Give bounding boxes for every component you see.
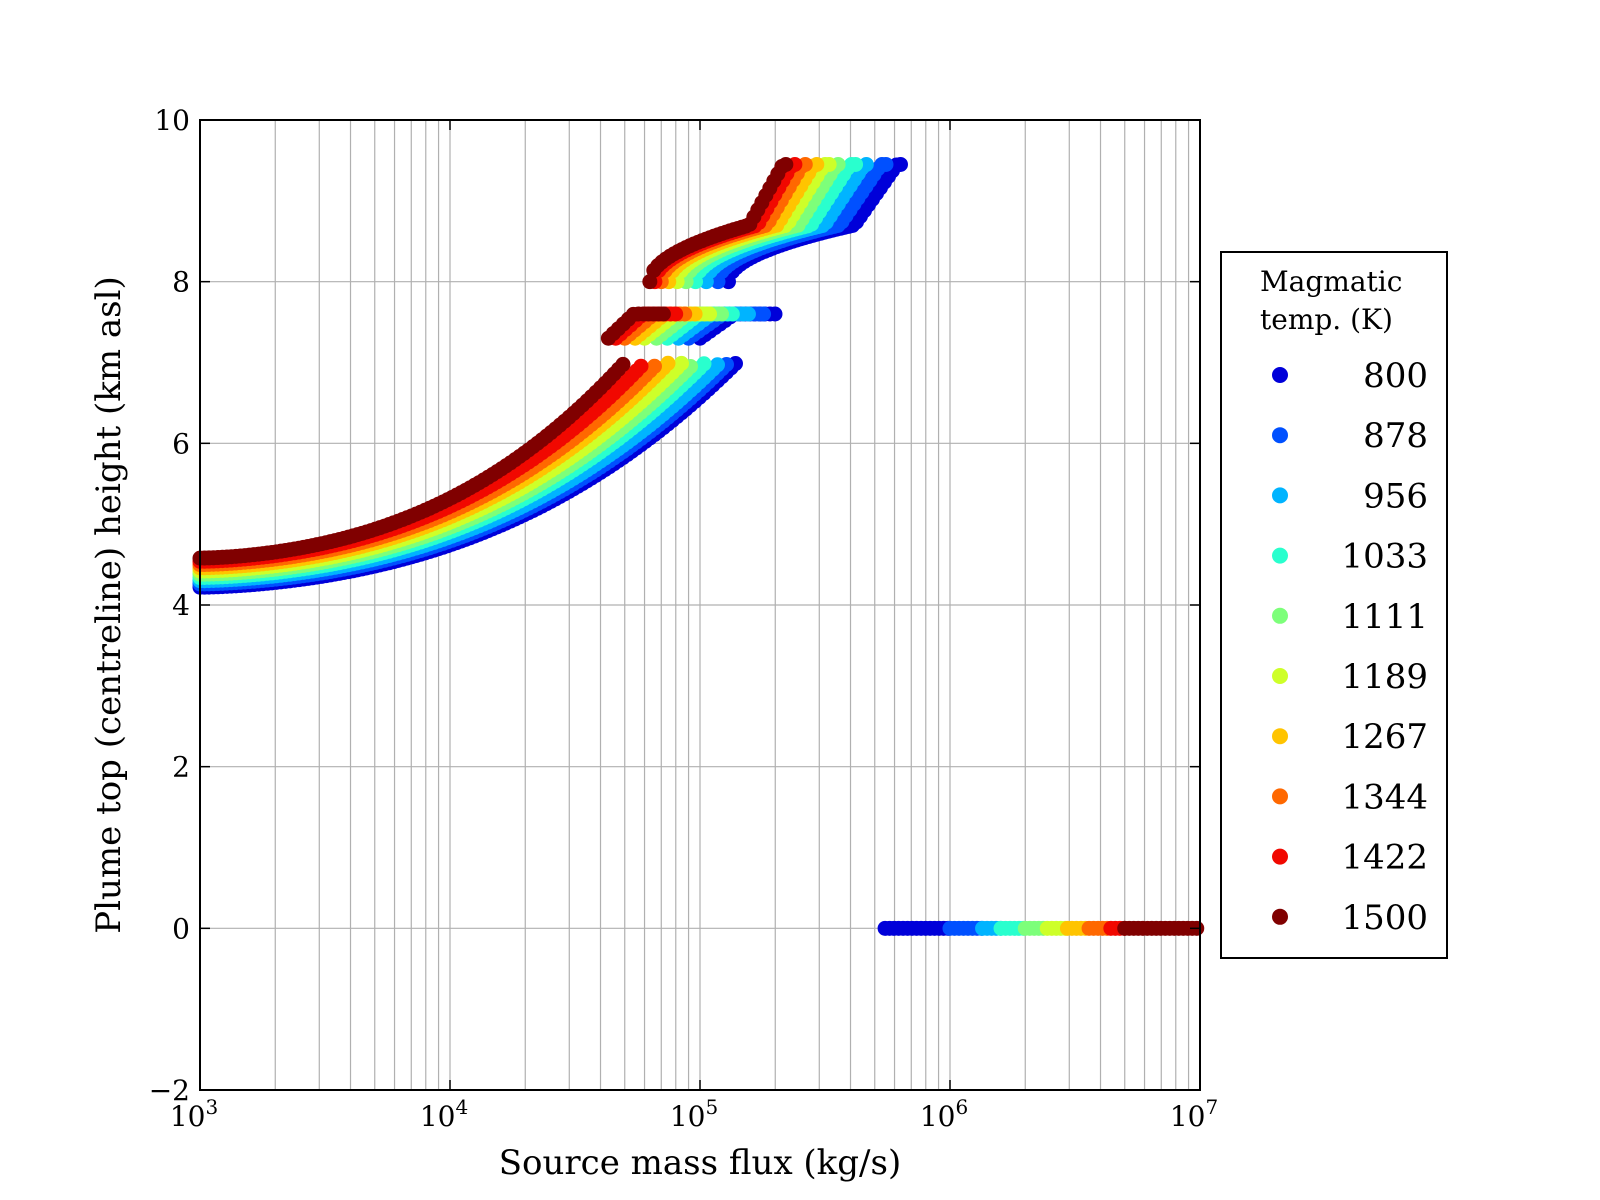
legend-label-956: 956 bbox=[1363, 476, 1428, 516]
legend: Magmatic temp. (K) 800 878 956 1033 1111 1189… bbox=[1220, 251, 1448, 959]
upper-band-point bbox=[878, 156, 894, 172]
upper-band-point bbox=[821, 156, 837, 172]
lower-band-point bbox=[696, 356, 712, 372]
lower-band-point bbox=[615, 356, 631, 372]
legend-label-1422: 1422 bbox=[1341, 838, 1428, 878]
legend-box bbox=[1220, 251, 1448, 959]
lower-band-point bbox=[633, 358, 649, 374]
data-points bbox=[192, 156, 1205, 936]
x-tick-label: 104 bbox=[420, 1095, 468, 1133]
x-tick-label: 107 bbox=[1170, 1095, 1218, 1133]
legend-label-1033: 1033 bbox=[1341, 537, 1428, 577]
y-axis-title: Plume top (centreline) height (km asl) bbox=[89, 276, 129, 934]
y-tick-label: 4 bbox=[172, 589, 190, 622]
legend-label-1267: 1267 bbox=[1341, 717, 1428, 757]
legend-label-878: 878 bbox=[1363, 416, 1428, 456]
legend-marker-800 bbox=[1272, 367, 1288, 383]
upper-band-point bbox=[642, 274, 658, 290]
lower-band-point bbox=[710, 357, 725, 373]
legend-label-1500: 1500 bbox=[1341, 898, 1428, 938]
middle-band-point bbox=[702, 306, 718, 322]
y-tick-label: 6 bbox=[172, 427, 190, 460]
y-tick-label: −2 bbox=[149, 1074, 190, 1107]
legend-marker-1422 bbox=[1272, 848, 1288, 865]
middle-band-point bbox=[740, 306, 756, 322]
upper-band-point bbox=[892, 156, 908, 172]
y-tick-label: 10 bbox=[154, 104, 190, 137]
legend-title-line-1: Magmatic bbox=[1260, 265, 1402, 298]
legend-label-1111: 1111 bbox=[1341, 597, 1428, 637]
legend-entries: 800 878 956 1033 1111 1189 1267 1344 1422 1500 bbox=[1272, 356, 1428, 938]
y-tick-label: 0 bbox=[172, 912, 190, 945]
middle-band-point bbox=[756, 306, 772, 322]
y-tick-label: 8 bbox=[172, 266, 190, 299]
legend-marker-1267 bbox=[1272, 728, 1288, 745]
x-tick-label: 103 bbox=[170, 1095, 218, 1133]
lower-band-point bbox=[647, 358, 662, 374]
lower-band-point bbox=[660, 355, 676, 371]
middle-band-point bbox=[687, 306, 703, 322]
middle-band-point bbox=[714, 306, 730, 322]
middle-band-point bbox=[668, 306, 684, 322]
legend-marker-1033 bbox=[1272, 547, 1288, 564]
upper-band-point bbox=[809, 156, 825, 172]
upper-band-point bbox=[858, 156, 874, 172]
legend-label-1189: 1189 bbox=[1341, 657, 1428, 697]
legend-marker-1111 bbox=[1272, 607, 1288, 624]
legend-label-1344: 1344 bbox=[1341, 777, 1428, 817]
legend-marker-1500 bbox=[1272, 908, 1288, 925]
legend-marker-1344 bbox=[1272, 788, 1288, 805]
axis-ticks: −2 0 2 4 6 8 10 103 104 105 106 107 bbox=[149, 104, 1218, 1133]
x-tick-label: 105 bbox=[670, 1095, 718, 1133]
legend-title-line-2: temp. (K) bbox=[1260, 303, 1393, 336]
middle-band-point bbox=[655, 306, 671, 322]
upper-band-point bbox=[848, 156, 864, 172]
x-tick-label: 106 bbox=[920, 1095, 968, 1133]
legend-marker-1189 bbox=[1272, 668, 1288, 684]
y-tick-label: 2 bbox=[172, 751, 190, 784]
middle-band-point bbox=[767, 306, 783, 322]
legend-label-800: 800 bbox=[1363, 356, 1428, 396]
upper-band-point bbox=[778, 156, 794, 172]
legend-marker-878 bbox=[1272, 427, 1288, 444]
legend-marker-956 bbox=[1272, 487, 1288, 504]
upper-band-point bbox=[797, 156, 813, 172]
middle-band-point bbox=[724, 306, 740, 322]
lower-band-point bbox=[674, 355, 689, 371]
x-axis-title: Source mass flux (kg/s) bbox=[499, 1143, 901, 1183]
